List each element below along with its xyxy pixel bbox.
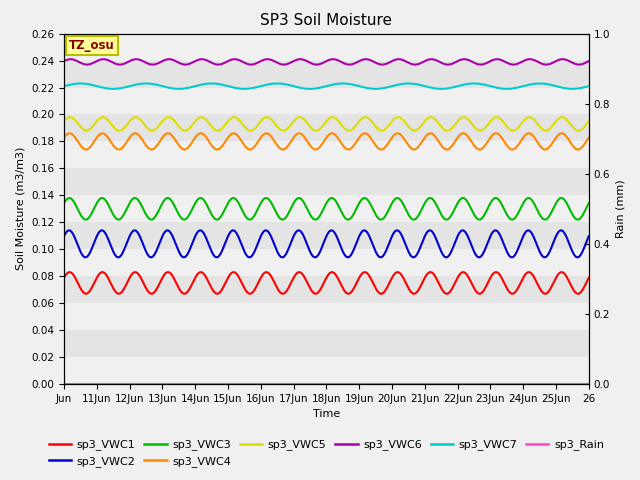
- sp3_VWC3: [570, 214, 578, 220]
- sp3_Rain: [585, 381, 593, 387]
- sp3_VWC3: [316, 214, 323, 219]
- Line: sp3_VWC1: sp3_VWC1: [64, 272, 589, 294]
- sp3_VWC1: [570, 288, 578, 293]
- sp3_VWC5: [87, 126, 95, 132]
- sp3_VWC7: [585, 84, 593, 89]
- sp3_VWC3: [87, 212, 95, 218]
- X-axis label: Time: Time: [313, 409, 340, 419]
- sp3_VWC1: [87, 287, 95, 292]
- sp3_VWC4: [60, 135, 68, 141]
- sp3_VWC4: [230, 131, 237, 136]
- sp3_VWC5: [570, 125, 578, 131]
- sp3_VWC6: [60, 58, 68, 64]
- Line: sp3_VWC2: sp3_VWC2: [64, 230, 589, 257]
- sp3_Rain: [301, 381, 309, 387]
- sp3_VWC2: [570, 252, 578, 257]
- sp3_VWC1: [301, 276, 309, 282]
- sp3_VWC2: [570, 252, 578, 257]
- sp3_VWC5: [316, 126, 323, 132]
- Bar: [64, 357, 589, 384]
- sp3_VWC2: [229, 228, 237, 233]
- sp3_VWC1: [570, 288, 578, 294]
- sp3_VWC2: [585, 233, 593, 239]
- Line: sp3_VWC4: sp3_VWC4: [64, 133, 589, 149]
- sp3_VWC2: [301, 238, 309, 243]
- sp3_VWC3: [60, 200, 68, 206]
- sp3_Rain: [570, 381, 577, 387]
- sp3_VWC5: [198, 114, 205, 120]
- sp3_VWC6: [570, 60, 578, 66]
- Y-axis label: Rain (mm): Rain (mm): [616, 180, 626, 238]
- sp3_Rain: [60, 381, 68, 387]
- sp3_VWC1: [230, 269, 237, 275]
- Bar: [64, 303, 589, 330]
- sp3_VWC7: [306, 86, 314, 92]
- sp3_VWC4: [476, 146, 483, 152]
- sp3_VWC6: [585, 58, 593, 64]
- Bar: [64, 87, 589, 114]
- sp3_VWC1: [316, 288, 323, 294]
- sp3_VWC6: [570, 60, 578, 66]
- sp3_Rain: [570, 381, 577, 387]
- Line: sp3_VWC5: sp3_VWC5: [64, 117, 589, 131]
- Line: sp3_VWC3: sp3_VWC3: [64, 198, 589, 219]
- sp3_VWC3: [230, 195, 237, 201]
- sp3_VWC6: [198, 56, 205, 62]
- sp3_VWC2: [474, 254, 481, 260]
- sp3_VWC3: [570, 214, 578, 219]
- Line: sp3_VWC7: sp3_VWC7: [64, 84, 589, 89]
- sp3_VWC3: [585, 200, 593, 206]
- Bar: [64, 195, 589, 222]
- Y-axis label: Soil Moisture (m3/m3): Soil Moisture (m3/m3): [15, 147, 26, 271]
- Legend: sp3_VWC1, sp3_VWC2, sp3_VWC3, sp3_VWC4, sp3_VWC5, sp3_VWC6, sp3_VWC7, sp3_Rain: sp3_VWC1, sp3_VWC2, sp3_VWC3, sp3_VWC4, …: [44, 435, 609, 471]
- sp3_VWC1: [585, 275, 593, 281]
- Bar: [64, 34, 589, 60]
- Text: TZ_osu: TZ_osu: [69, 39, 115, 52]
- sp3_VWC4: [585, 135, 593, 141]
- sp3_VWC3: [474, 216, 481, 222]
- sp3_VWC7: [316, 85, 323, 91]
- sp3_VWC6: [87, 61, 95, 67]
- sp3_VWC5: [301, 118, 309, 124]
- sp3_Rain: [87, 381, 95, 387]
- sp3_VWC7: [87, 82, 95, 87]
- sp3_VWC4: [301, 136, 309, 142]
- sp3_VWC3: [301, 203, 309, 208]
- sp3_VWC5: [476, 128, 484, 133]
- sp3_VWC2: [316, 250, 323, 256]
- Bar: [64, 142, 589, 168]
- sp3_VWC7: [339, 81, 347, 86]
- sp3_VWC6: [301, 58, 309, 63]
- sp3_VWC4: [570, 144, 578, 150]
- sp3_VWC4: [474, 146, 481, 152]
- sp3_VWC2: [60, 233, 68, 239]
- sp3_VWC4: [316, 144, 323, 150]
- sp3_VWC6: [316, 61, 323, 67]
- sp3_VWC6: [474, 61, 481, 67]
- sp3_VWC5: [60, 119, 68, 124]
- sp3_VWC1: [476, 291, 483, 297]
- Bar: [64, 249, 589, 276]
- sp3_VWC4: [570, 144, 578, 150]
- sp3_VWC1: [474, 290, 481, 296]
- sp3_VWC6: [477, 62, 484, 68]
- Line: sp3_VWC6: sp3_VWC6: [64, 59, 589, 65]
- sp3_VWC5: [585, 119, 593, 124]
- Title: SP3 Soil Moisture: SP3 Soil Moisture: [260, 13, 392, 28]
- sp3_VWC5: [474, 127, 481, 132]
- sp3_VWC1: [60, 275, 68, 281]
- sp3_Rain: [316, 381, 323, 387]
- sp3_VWC7: [301, 86, 309, 92]
- sp3_VWC7: [570, 86, 578, 92]
- sp3_VWC2: [87, 248, 95, 254]
- sp3_VWC3: [476, 216, 483, 222]
- sp3_VWC2: [476, 254, 483, 260]
- sp3_VWC7: [60, 84, 68, 89]
- sp3_VWC4: [87, 144, 95, 149]
- sp3_VWC7: [474, 81, 481, 86]
- sp3_VWC5: [570, 125, 578, 131]
- sp3_Rain: [474, 381, 481, 387]
- sp3_VWC7: [570, 86, 578, 92]
